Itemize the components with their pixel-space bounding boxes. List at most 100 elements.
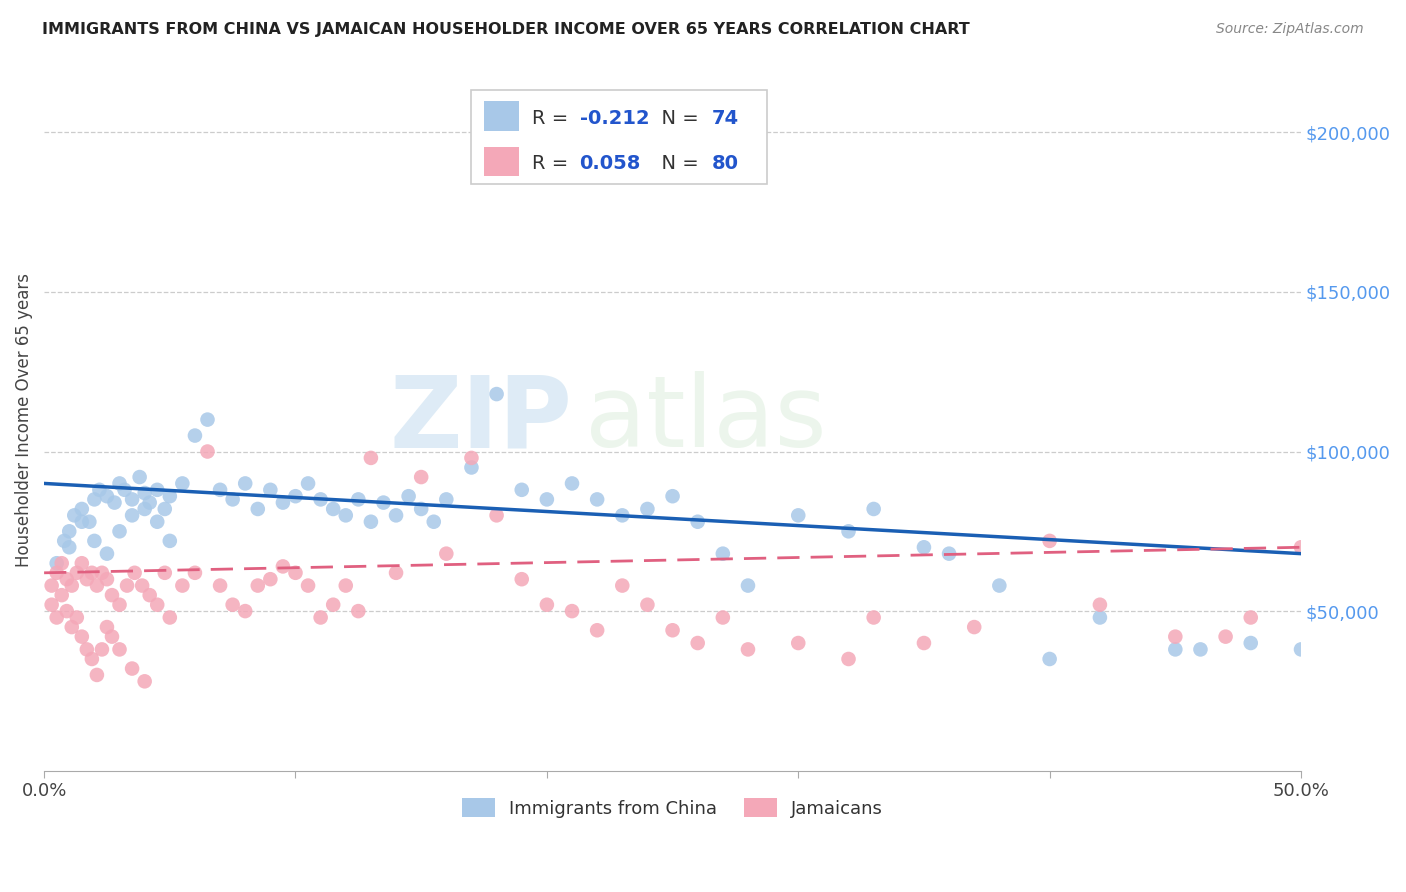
- Point: [398, 489, 420, 503]
- Point: [131, 578, 153, 592]
- Point: [146, 515, 169, 529]
- Point: [70, 502, 93, 516]
- Point: [108, 598, 131, 612]
- Point: [271, 559, 294, 574]
- Point: [76, 572, 98, 586]
- Point: [411, 470, 433, 484]
- Point: [737, 642, 759, 657]
- Point: [636, 502, 658, 516]
- Point: [434, 492, 457, 507]
- Point: [1189, 642, 1212, 657]
- Point: [1164, 642, 1187, 657]
- Point: [146, 483, 169, 497]
- Point: [66, 566, 89, 580]
- Point: [134, 674, 156, 689]
- Point: [45, 556, 67, 570]
- FancyBboxPatch shape: [471, 89, 766, 185]
- Point: [259, 572, 281, 586]
- Point: [862, 502, 884, 516]
- Point: [510, 483, 533, 497]
- Point: [128, 470, 150, 484]
- Point: [322, 502, 344, 516]
- Point: [862, 610, 884, 624]
- Point: [184, 428, 207, 442]
- Point: [58, 541, 80, 555]
- Text: R =: R =: [531, 109, 574, 128]
- Point: [988, 578, 1011, 592]
- Text: Source: ZipAtlas.com: Source: ZipAtlas.com: [1216, 22, 1364, 37]
- Point: [284, 566, 307, 580]
- Point: [53, 533, 76, 548]
- Point: [422, 515, 444, 529]
- Point: [41, 578, 63, 592]
- Point: [108, 524, 131, 539]
- Point: [284, 489, 307, 503]
- Point: [1289, 642, 1312, 657]
- Point: [335, 578, 357, 592]
- Point: [963, 620, 986, 634]
- Point: [121, 508, 143, 523]
- Point: [138, 588, 160, 602]
- Text: N =: N =: [648, 154, 704, 173]
- Point: [360, 450, 382, 465]
- Point: [297, 476, 319, 491]
- Text: ZIP: ZIP: [389, 371, 572, 468]
- Point: [108, 642, 131, 657]
- Text: -0.212: -0.212: [579, 109, 650, 128]
- Point: [70, 630, 93, 644]
- Point: [309, 610, 332, 624]
- Point: [90, 642, 112, 657]
- Point: [63, 508, 86, 523]
- Point: [134, 486, 156, 500]
- Point: [45, 566, 67, 580]
- Point: [55, 572, 77, 586]
- Point: [146, 598, 169, 612]
- Point: [612, 508, 634, 523]
- Point: [134, 502, 156, 516]
- Point: [938, 547, 960, 561]
- Point: [153, 566, 176, 580]
- Point: [1088, 610, 1111, 624]
- Point: [221, 492, 243, 507]
- Point: [60, 620, 83, 634]
- Point: [612, 578, 634, 592]
- Point: [536, 598, 558, 612]
- Point: [51, 588, 73, 602]
- Point: [86, 578, 108, 592]
- Text: IMMIGRANTS FROM CHINA VS JAMAICAN HOUSEHOLDER INCOME OVER 65 YEARS CORRELATION C: IMMIGRANTS FROM CHINA VS JAMAICAN HOUSEH…: [42, 22, 970, 37]
- FancyBboxPatch shape: [484, 146, 519, 176]
- Point: [434, 547, 457, 561]
- Text: N =: N =: [648, 109, 704, 128]
- Point: [159, 533, 181, 548]
- Point: [1289, 541, 1312, 555]
- Point: [45, 610, 67, 624]
- Point: [103, 495, 125, 509]
- Point: [90, 566, 112, 580]
- Point: [385, 508, 408, 523]
- Point: [787, 636, 810, 650]
- Point: [686, 515, 709, 529]
- Point: [80, 652, 103, 666]
- Point: [510, 572, 533, 586]
- Point: [138, 495, 160, 509]
- Y-axis label: Householder Income Over 65 years: Householder Income Over 65 years: [15, 273, 32, 566]
- Point: [80, 566, 103, 580]
- Point: [787, 508, 810, 523]
- Legend: Immigrants from China, Jamaicans: Immigrants from China, Jamaicans: [456, 791, 890, 825]
- Point: [347, 604, 370, 618]
- Point: [124, 566, 146, 580]
- Point: [233, 604, 256, 618]
- Point: [347, 492, 370, 507]
- Point: [322, 598, 344, 612]
- Text: atlas: atlas: [585, 371, 827, 468]
- Point: [51, 556, 73, 570]
- Point: [96, 572, 118, 586]
- Text: 80: 80: [711, 154, 738, 173]
- Point: [912, 636, 935, 650]
- Point: [561, 604, 583, 618]
- Point: [309, 492, 332, 507]
- Point: [586, 624, 609, 638]
- Point: [101, 630, 124, 644]
- Point: [66, 610, 89, 624]
- Point: [197, 444, 219, 458]
